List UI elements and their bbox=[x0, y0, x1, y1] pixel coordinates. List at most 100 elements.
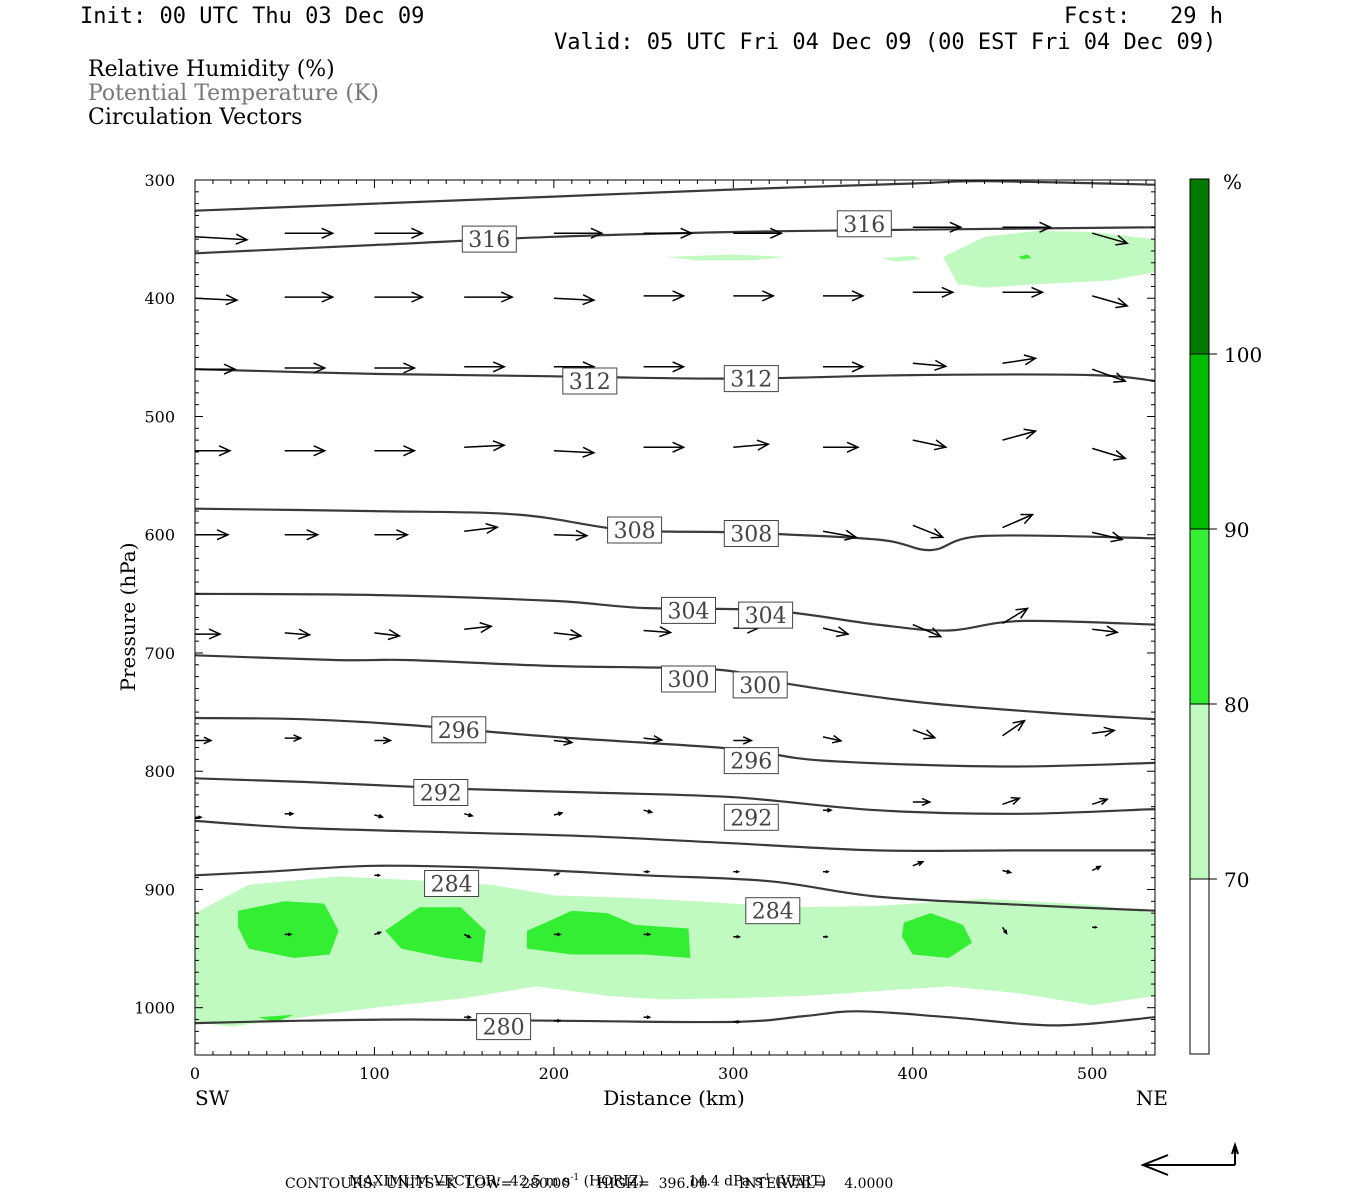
vector-head bbox=[672, 361, 686, 373]
x-tick-label: 100 bbox=[359, 1064, 390, 1083]
circulation-vector bbox=[553, 529, 589, 541]
contour-label-text: 284 bbox=[431, 873, 473, 898]
colorbar-segment bbox=[1189, 353, 1210, 530]
circulation-vector bbox=[374, 813, 385, 819]
circulation-vector bbox=[1002, 428, 1038, 441]
vector-shaft bbox=[553, 297, 594, 301]
circulation-vector bbox=[553, 294, 596, 306]
vector-shaft bbox=[1002, 513, 1033, 529]
vector-head bbox=[569, 629, 583, 641]
contour-label-text: 304 bbox=[745, 604, 787, 629]
circulation-vector bbox=[643, 290, 686, 302]
vector-head bbox=[492, 361, 507, 373]
circulation-vector bbox=[733, 934, 742, 939]
vector-head bbox=[235, 233, 249, 245]
circulation-vector bbox=[823, 361, 865, 373]
circulation-vector bbox=[1001, 926, 1008, 935]
vector-shaft bbox=[553, 739, 572, 744]
contour-label-text: 300 bbox=[668, 668, 710, 693]
vector-head bbox=[500, 291, 515, 303]
colorbar-segment bbox=[1189, 528, 1210, 705]
vector-head bbox=[921, 797, 932, 807]
vector-shaft bbox=[1002, 430, 1036, 441]
rh-region-80 bbox=[1018, 254, 1032, 260]
vector-head bbox=[1115, 297, 1129, 309]
circulation-vector bbox=[1002, 221, 1053, 233]
vector-head bbox=[680, 227, 694, 239]
rh-region-80 bbox=[257, 1014, 294, 1022]
vector-shaft bbox=[464, 625, 492, 631]
vector-shaft bbox=[1092, 729, 1115, 735]
circulation-vector bbox=[195, 445, 232, 457]
vector-head bbox=[1023, 354, 1038, 366]
vector-head bbox=[672, 290, 686, 302]
circulation-vector bbox=[643, 932, 652, 937]
vector-head bbox=[403, 445, 417, 457]
circulation-vector bbox=[912, 797, 932, 807]
circulation-vector bbox=[553, 629, 583, 641]
vector-shaft bbox=[1091, 798, 1108, 806]
contour-label: 296 bbox=[431, 716, 487, 744]
circulation-vector bbox=[553, 737, 574, 746]
vector-shaft bbox=[553, 632, 581, 637]
circulation-vector bbox=[912, 860, 925, 867]
x-tick-label: 0 bbox=[190, 1064, 200, 1083]
circulation-vector bbox=[733, 736, 754, 745]
circulation-vector bbox=[284, 529, 320, 541]
vector-head bbox=[1006, 869, 1013, 875]
rh-region-70 bbox=[665, 254, 788, 261]
vector-head bbox=[844, 529, 858, 541]
contour-label-text: 296 bbox=[438, 719, 480, 744]
circulation-vector bbox=[284, 811, 295, 817]
circulation-vector bbox=[912, 439, 948, 451]
circulation-vector bbox=[1002, 869, 1013, 875]
circulation-vector bbox=[733, 1020, 742, 1024]
circulation-vector bbox=[823, 870, 830, 874]
vector-head bbox=[575, 529, 589, 541]
contour-label: 316 bbox=[461, 225, 517, 253]
circulation-vector bbox=[374, 931, 383, 936]
vector-head bbox=[1031, 286, 1045, 298]
legend-vectors: Circulation Vectors bbox=[88, 105, 303, 130]
vector-head bbox=[313, 362, 327, 374]
contour-label-text: 280 bbox=[483, 1016, 525, 1041]
circulation-vector bbox=[912, 524, 945, 539]
vector-shaft bbox=[822, 627, 849, 635]
contour-label-box bbox=[738, 601, 794, 629]
vector-shaft bbox=[1091, 295, 1128, 307]
rh-region-70 bbox=[882, 255, 922, 262]
vector-shaft bbox=[553, 450, 594, 454]
circulation-vector bbox=[1091, 447, 1127, 461]
vector-shaft bbox=[912, 362, 946, 368]
vector-head bbox=[225, 294, 239, 306]
vector-head bbox=[646, 870, 651, 874]
circulation-vector bbox=[733, 439, 771, 451]
circulation-vector bbox=[464, 621, 494, 634]
vector-shaft bbox=[553, 533, 587, 537]
vector-shaft bbox=[733, 443, 769, 448]
vector-head bbox=[736, 1020, 742, 1024]
vector-head bbox=[377, 931, 383, 936]
circulation-vector bbox=[464, 1015, 472, 1020]
vector-shaft bbox=[1091, 232, 1128, 244]
vector-shaft bbox=[912, 729, 936, 739]
vector-head bbox=[479, 621, 494, 634]
vector-head bbox=[411, 291, 425, 303]
vector-head bbox=[466, 934, 472, 939]
vector-head bbox=[218, 445, 232, 457]
vector-head bbox=[563, 737, 574, 746]
contour-label-text: 316 bbox=[468, 228, 510, 253]
contour-label-box bbox=[461, 225, 517, 253]
contour-label-box bbox=[836, 210, 892, 238]
vector-shaft bbox=[1092, 531, 1123, 541]
circulation-vector bbox=[553, 1018, 562, 1023]
contour-label-text: 316 bbox=[843, 213, 885, 238]
vector-head bbox=[557, 811, 564, 817]
colorbar-segment bbox=[1189, 703, 1210, 880]
circulation-vector bbox=[643, 734, 664, 744]
contour-label-text: 308 bbox=[730, 523, 772, 548]
vector-head bbox=[556, 872, 561, 876]
vector-head bbox=[836, 626, 850, 638]
vector-shaft bbox=[1002, 607, 1028, 625]
max-vector-note: MAXIMUM VECTOR: 42.5 m s-1 (HORIZ) 14.4 … bbox=[348, 1173, 826, 1190]
